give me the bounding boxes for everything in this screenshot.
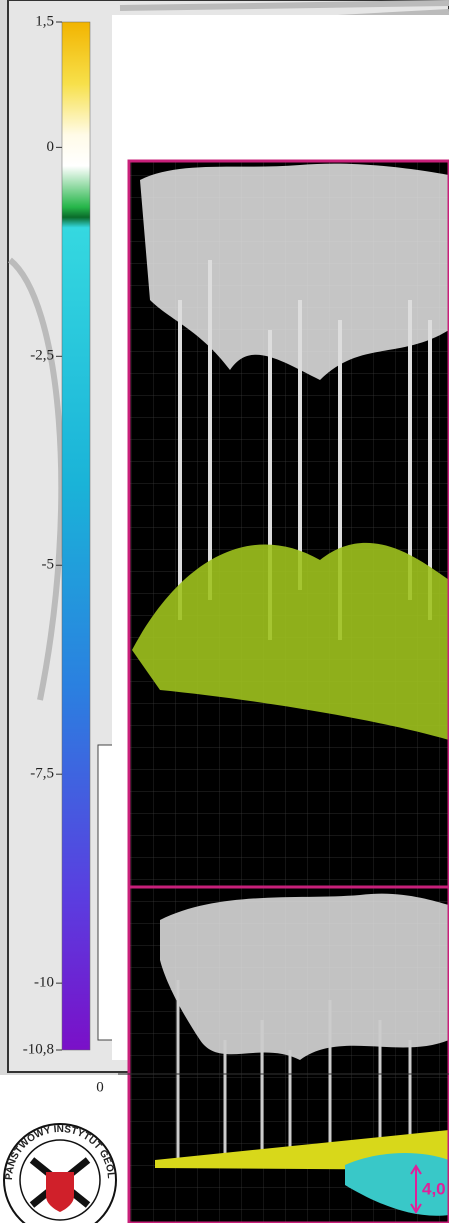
axis-label: 0 [96, 1079, 104, 1095]
tick-label: -5 [42, 557, 55, 573]
page: 4,0 0 PAŃSTWOWY INSTYTUT GEOL 1,50-2,5-5… [0, 0, 449, 1223]
depth-label: 4,0 [422, 1179, 446, 1198]
tick-label: -7,5 [30, 766, 54, 782]
tree-canopy [160, 894, 449, 1060]
colorbar [62, 22, 90, 1050]
tick-label: 0 [47, 139, 55, 155]
tick-label: -10 [34, 975, 54, 991]
tick-label: 1,5 [35, 13, 54, 29]
tick-label: -10,8 [23, 1041, 54, 1057]
figure: 4,0 0 PAŃSTWOWY INSTYTUT GEOL 1,50-2,5-5… [0, 0, 449, 1223]
tick-label: -2,5 [30, 348, 54, 364]
